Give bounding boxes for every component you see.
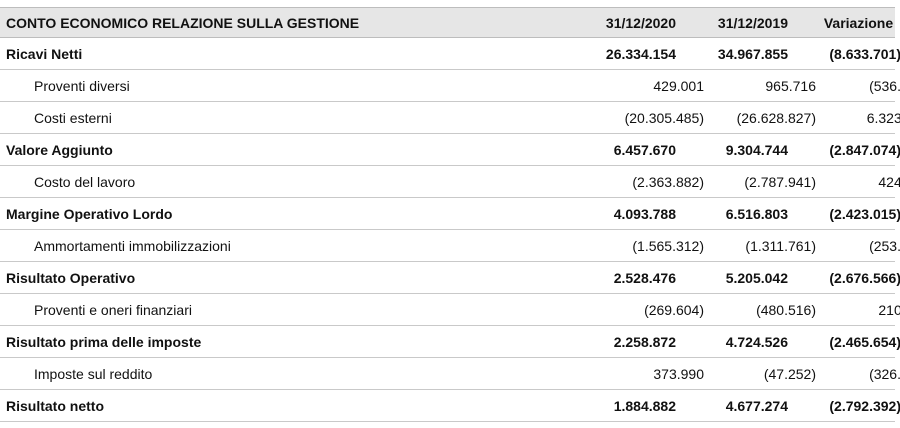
value-variation: (2.465.654): [829, 333, 900, 350]
table-row: Ammortamenti immobilizzazioni (1.565.312)…: [0, 230, 900, 262]
value-2020: 2.528.476: [613, 269, 676, 286]
row-label: Proventi diversi: [34, 77, 130, 94]
value-2019: 34.967.855: [717, 45, 788, 62]
value-2019: (480.516): [756, 301, 816, 318]
table-body: Ricavi Netti 26.334.154 34.967.855 (8.633.7…: [0, 38, 900, 422]
value-2019: 4.724.526: [725, 333, 788, 350]
table-title: CONTO ECONOMICO RELAZIONE SULLA GESTIONE: [6, 14, 360, 31]
row-label: Risultato Operativo: [6, 269, 136, 286]
value-2019: (47.252): [763, 365, 816, 382]
value-2019: (1.311.761): [745, 237, 816, 254]
table-row: Proventi e oneri finanziari (269.604) (480…: [0, 294, 900, 326]
value-2019: 9.304.744: [725, 141, 788, 158]
value-2020: (269.604): [644, 301, 704, 318]
value-variation: (536.715): [869, 77, 900, 94]
value-2019: 6.516.803: [725, 205, 788, 222]
row-label: Risultato prima delle imposte: [6, 333, 202, 350]
value-variation: (8.633.701): [829, 45, 900, 62]
table-header-row: CONTO ECONOMICO RELAZIONE SULLA GESTIONE…: [0, 7, 895, 38]
value-variation: 424.059: [878, 173, 900, 190]
table-row: Risultato Operativo 2.528.476 5.205.042 (2.…: [0, 262, 900, 294]
value-variation: 6.323.342: [866, 109, 900, 126]
value-2020: 6.457.670: [613, 141, 676, 158]
value-variation: (253.551): [869, 237, 900, 254]
row-label: Ammortamenti immobilizzazioni: [34, 237, 231, 254]
value-2020: 2.258.872: [613, 333, 676, 350]
table-row: Costi esterni (20.305.485) (26.628.827) 6.3…: [0, 102, 900, 134]
row-label: Margine Operativo Lordo: [6, 205, 173, 222]
value-2019: 4.677.274: [725, 397, 788, 414]
row-label: Imposte sul reddito: [34, 365, 153, 382]
table-row: Valore Aggiunto 6.457.670 9.304.744 (2.847.…: [0, 134, 900, 166]
table-row: Imposte sul reddito 373.990 (47.252) (326.7…: [0, 358, 900, 390]
column-header-variation: Variazione: [823, 14, 894, 31]
table-row: Costo del lavoro (2.363.882) (2.787.941) 42…: [0, 166, 900, 198]
table-row: Ricavi Netti 26.334.154 34.967.855 (8.633.7…: [0, 38, 900, 70]
table-row: Risultato netto 1.884.882 4.677.274 (2.792.…: [0, 390, 900, 422]
value-2020: 26.334.154: [605, 45, 676, 62]
value-2019: (26.628.827): [736, 109, 816, 126]
value-variation: (2.676.566): [829, 269, 900, 286]
value-variation: (2.847.074): [829, 141, 900, 158]
value-2019: 5.205.042: [725, 269, 788, 286]
row-label: Proventi e oneri finanziari: [34, 301, 192, 318]
value-variation: (2.792.392): [829, 397, 900, 414]
value-variation: 210.912: [878, 301, 900, 318]
value-2020: (2.363.882): [632, 173, 704, 190]
value-2020: 1.884.882: [613, 397, 676, 414]
row-label: Costo del lavoro: [34, 173, 136, 190]
value-2020: (1.565.312): [632, 237, 704, 254]
table-row: Margine Operativo Lordo 4.093.788 6.516.80…: [0, 198, 900, 230]
value-variation: (2.423.015): [829, 205, 900, 222]
value-2020: 4.093.788: [613, 205, 676, 222]
value-2020: 429.001: [653, 77, 704, 94]
income-statement-table: CONTO ECONOMICO RELAZIONE SULLA GESTIONE…: [0, 7, 900, 422]
row-label: Valore Aggiunto: [6, 141, 113, 158]
column-header-2019: 31/12/2019: [717, 14, 788, 31]
value-2020: 373.990: [653, 365, 704, 382]
value-2020: (20.305.485): [624, 109, 704, 126]
table-row: Risultato prima delle imposte 2.258.872 4.…: [0, 326, 900, 358]
value-2019: (2.787.941): [744, 173, 816, 190]
column-header-2020: 31/12/2020: [605, 14, 676, 31]
table-row: Proventi diversi 429.001 965.716 (536.715): [0, 70, 900, 102]
value-2019: 965.716: [765, 77, 816, 94]
value-variation: (326.738): [869, 365, 900, 382]
row-label: Risultato netto: [6, 397, 104, 414]
row-label: Costi esterni: [34, 109, 112, 126]
row-label: Ricavi Netti: [6, 45, 83, 62]
